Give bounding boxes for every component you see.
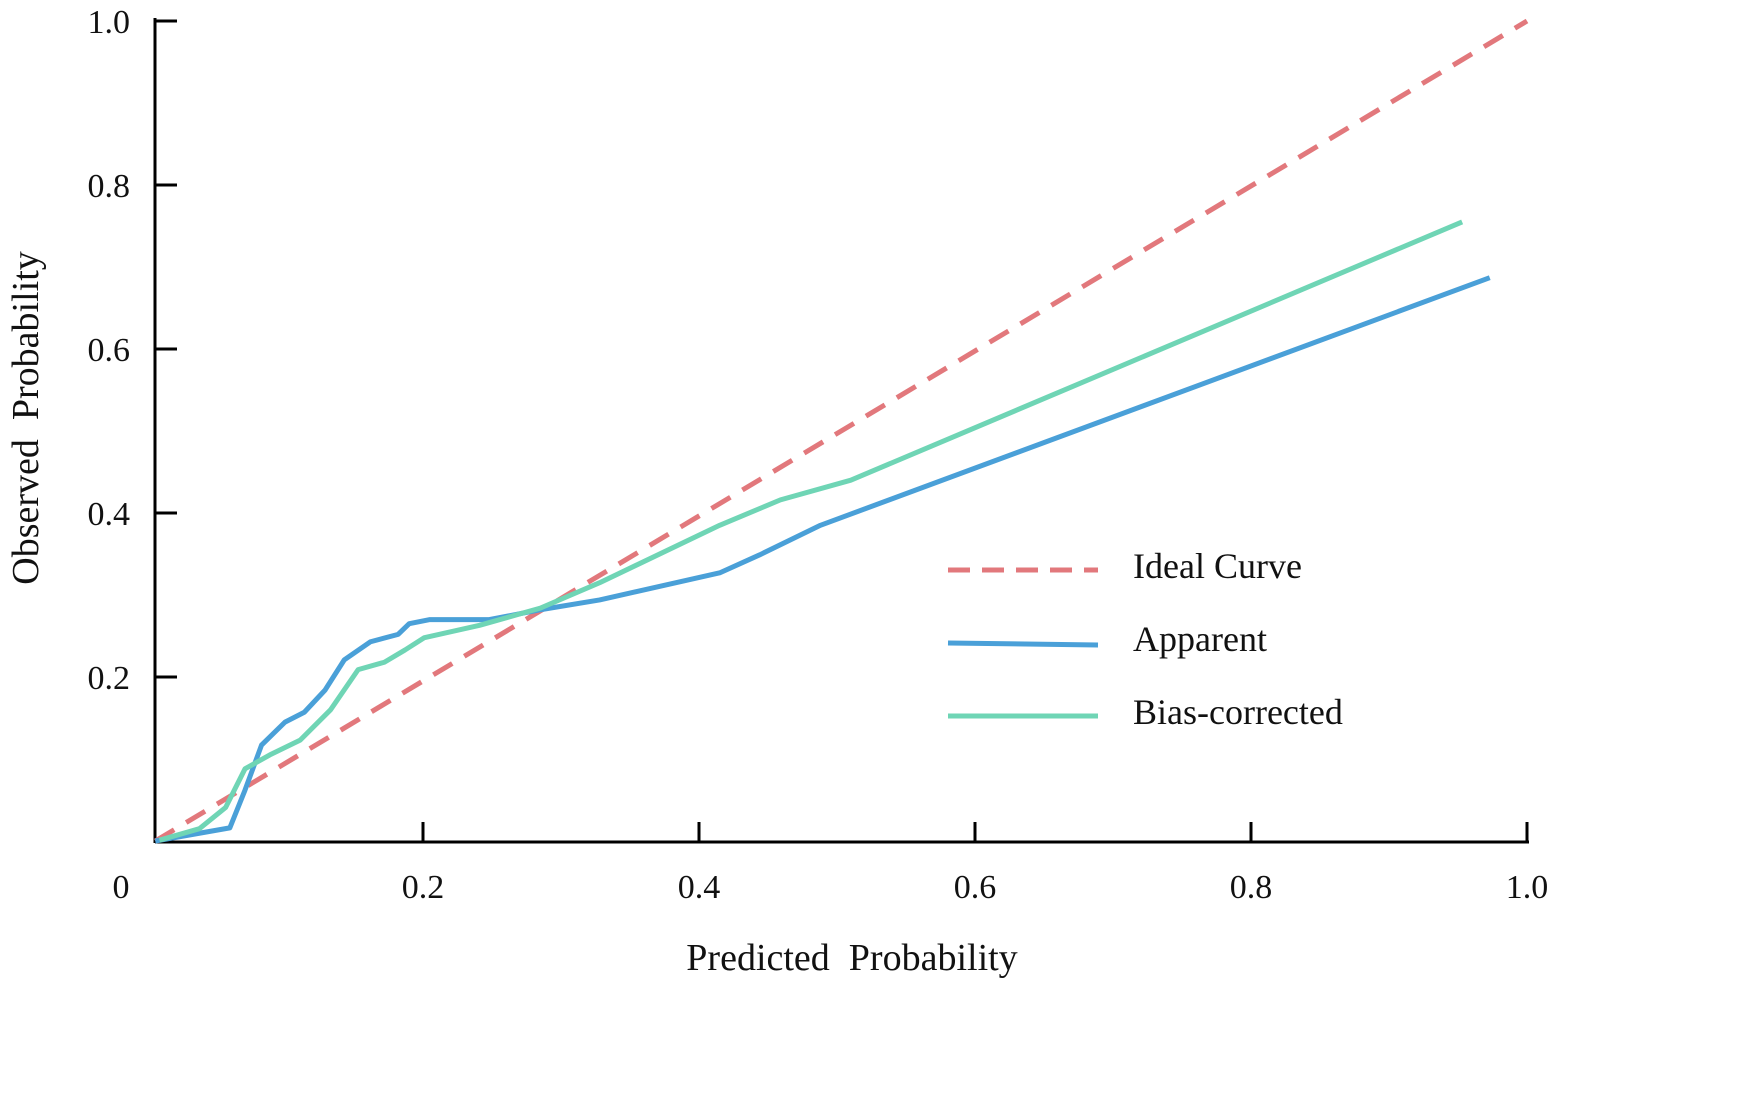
y-tick-label: 0.8: [88, 168, 131, 205]
x-tick-label: 0.6: [954, 869, 997, 906]
x-tick-label: 1.0: [1506, 869, 1549, 906]
y-tick-label: 0.4: [88, 496, 131, 533]
axes: [153, 18, 1529, 844]
series-line-apparent: [154, 275, 1491, 844]
y-axis-label: Observed Probability: [5, 251, 47, 585]
series-line-ideal-curve: [153, 18, 1529, 844]
origin-label: 0: [113, 869, 130, 906]
y-tick-label: 1.0: [88, 4, 131, 41]
y-tick-label: 0.2: [88, 660, 131, 697]
legend-swatch: [947, 640, 1099, 648]
x-axis-label: Predicted Probability: [686, 937, 1017, 979]
legend-label: Bias-corrected: [1133, 692, 1343, 732]
x-tick-label: 0.2: [402, 869, 445, 906]
series-line-bias-corrected: [158, 219, 1464, 843]
legend-label: Ideal Curve: [1133, 546, 1302, 586]
x-tick-label: 0.4: [678, 869, 721, 906]
legend-label: Apparent: [1133, 619, 1267, 659]
x-tick-label: 0.8: [1230, 869, 1273, 906]
y-tick-label: 0.6: [88, 332, 131, 369]
